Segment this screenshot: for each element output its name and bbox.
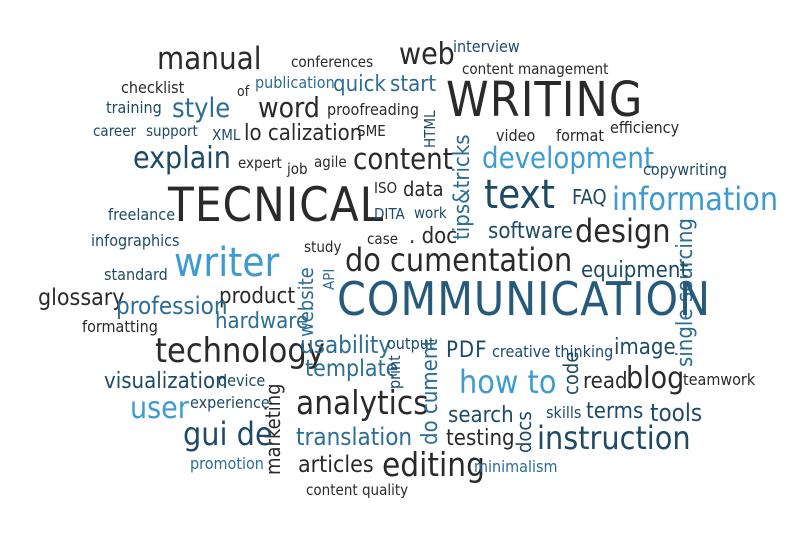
word-quick: quick: [333, 72, 386, 97]
word-creative-thinking: creative thinking: [492, 342, 614, 361]
word-communication: COMMUNICATION: [337, 272, 711, 326]
word-translation: translation: [296, 423, 413, 451]
word-efficiency: efficiency: [610, 118, 680, 137]
word-localization: lo calization: [244, 121, 363, 146]
word-product: product: [219, 284, 296, 309]
word-teamwork: teamwork: [683, 370, 756, 389]
word-instruction: instruction: [537, 419, 691, 457]
word-job: job: [287, 160, 308, 178]
word-read: read: [583, 369, 628, 394]
word-case: case: [367, 230, 399, 248]
word-copywriting: copywriting: [643, 160, 727, 179]
word-explain: explain: [133, 141, 231, 176]
word-expert: expert: [238, 154, 282, 172]
word-dita: DITA: [374, 205, 405, 223]
word-content-management: content management: [462, 60, 609, 78]
word-manual: manual: [157, 41, 262, 77]
word-code: code: [559, 351, 583, 395]
word-of: of: [237, 84, 250, 100]
word-data: data: [403, 177, 444, 201]
word-how-to: how to: [459, 363, 557, 401]
word-xml: XML: [212, 126, 241, 144]
word-career: career: [93, 122, 137, 140]
word-publication: publication: [255, 73, 335, 92]
word-training: training: [106, 98, 162, 117]
word-template: template: [305, 356, 399, 382]
word-sme: SME: [357, 122, 386, 140]
word-image: image: [614, 335, 676, 360]
word-content-quality: content quality: [306, 481, 409, 499]
word-infographics: infographics: [91, 231, 180, 250]
word-usability: usability: [300, 331, 392, 359]
word-information: information: [612, 180, 779, 218]
word-writer: writer: [174, 240, 280, 286]
word-editing: editing: [382, 445, 485, 484]
word-dot-doc: . doc: [409, 224, 458, 249]
word-guide: gui de: [183, 415, 273, 453]
word-standard: standard: [104, 265, 168, 284]
word-api: API: [320, 268, 338, 290]
word-visualization: visualization: [104, 369, 228, 394]
word-output: output: [387, 334, 435, 353]
word-articles: articles: [298, 452, 374, 478]
word-design: design: [575, 212, 671, 250]
word-conferences: conferences: [291, 53, 374, 71]
word-word: word: [258, 91, 320, 124]
word-text: text: [484, 172, 555, 218]
word-search: search: [448, 403, 514, 428]
word-faq: FAQ: [572, 185, 607, 209]
word-testing: testing: [446, 426, 515, 451]
word-terms: terms: [586, 399, 644, 424]
word-format: format: [556, 126, 604, 145]
word-docs: docs: [512, 411, 536, 453]
word-promotion: promotion: [190, 454, 264, 473]
word-study: study: [304, 238, 342, 256]
word-formatting: formatting: [82, 317, 158, 336]
word-user: user: [130, 391, 189, 426]
word-development: development: [482, 141, 655, 175]
word-video: video: [496, 126, 536, 145]
word-checklist: checklist: [121, 78, 185, 97]
word-document: do cument: [418, 338, 443, 445]
word-support: support: [146, 122, 198, 140]
word-start: start: [390, 72, 437, 97]
word-tecnical: TECNICAL: [168, 178, 385, 233]
word-minimalism: minimalism: [474, 457, 558, 476]
word-technology: technology: [155, 331, 325, 371]
word-device: device: [218, 371, 266, 390]
word-hardware: hardware: [215, 309, 309, 334]
word-interview: interview: [453, 37, 520, 56]
word-writing: WRITING: [446, 72, 644, 128]
word-experience: experience: [190, 393, 270, 412]
word-web: web: [399, 37, 455, 72]
word-equipment: equipment: [581, 258, 689, 283]
word-blog: blog: [626, 361, 685, 396]
word-freelance: freelance: [108, 205, 176, 224]
word-pdf: PDF: [446, 338, 488, 363]
word-agile: agile: [314, 153, 347, 171]
word-proofreading: proofreading: [327, 100, 420, 119]
word-profession: profession: [116, 292, 228, 320]
word-tools: tools: [650, 399, 703, 427]
word-work: work: [414, 204, 447, 222]
word-content: content: [353, 142, 453, 176]
word-software: software: [488, 219, 573, 244]
word-documentation: do cumentation: [345, 241, 573, 279]
word-analytics: analytics: [296, 383, 429, 422]
word-glossary: glossary: [38, 285, 125, 311]
word-style: style: [172, 93, 231, 124]
word-skills: skills: [546, 403, 582, 422]
word-iso: ISO: [374, 179, 398, 197]
